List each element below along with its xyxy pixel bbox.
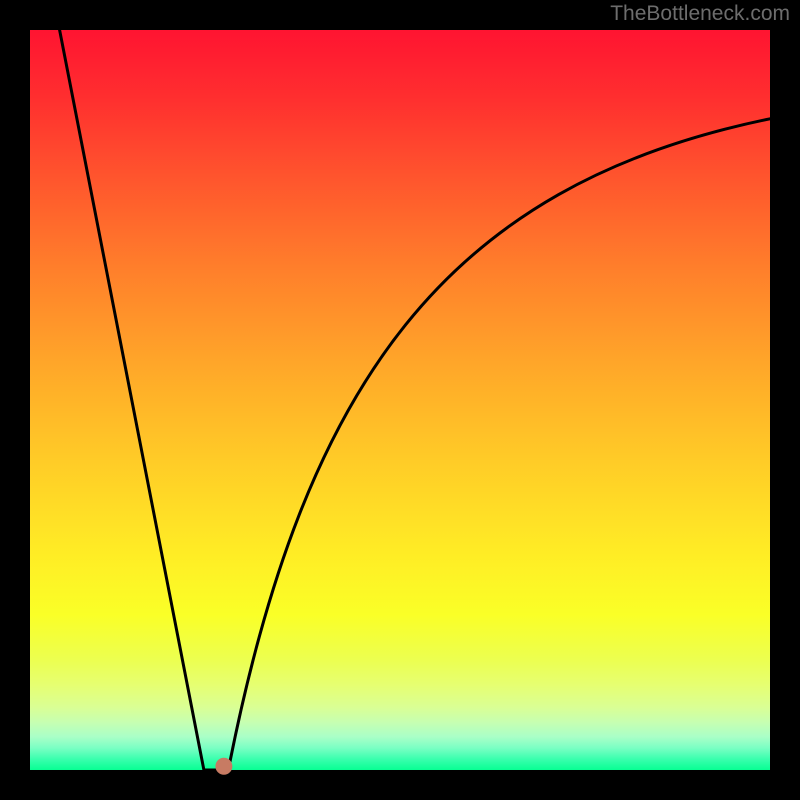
plot-background [30,30,770,770]
bottleneck-chart-svg [0,0,800,800]
chart-container: TheBottleneck.com [0,0,800,800]
optimum-marker [216,758,232,774]
watermark-text: TheBottleneck.com [610,2,790,26]
